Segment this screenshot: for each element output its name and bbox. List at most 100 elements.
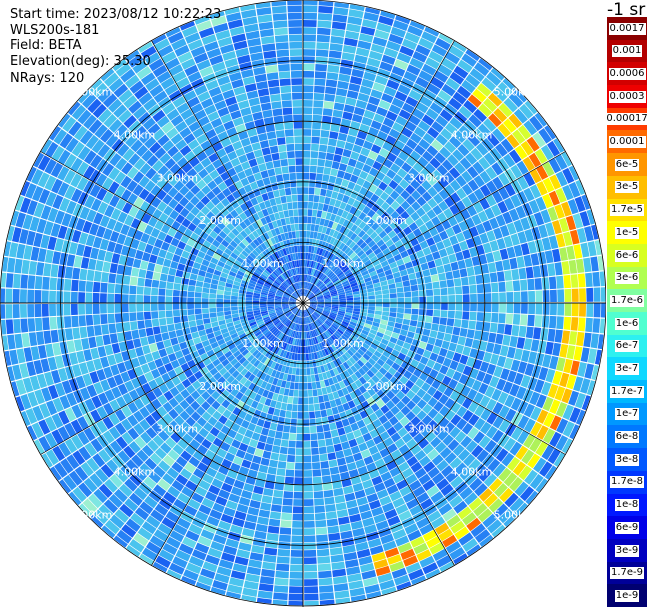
gate-cell bbox=[466, 356, 476, 368]
gate-cell bbox=[192, 380, 202, 390]
gate-cell bbox=[507, 456, 521, 472]
gate-cell bbox=[218, 280, 226, 287]
gate-cell bbox=[230, 209, 239, 219]
gate-cell bbox=[330, 168, 339, 177]
gate-cell bbox=[402, 144, 414, 156]
gate-cell bbox=[266, 72, 279, 81]
gate-cell bbox=[214, 100, 227, 111]
gate-cell bbox=[284, 292, 291, 297]
colorbar-tick-label: 3e-6 bbox=[614, 272, 640, 285]
gate-cell bbox=[184, 190, 195, 201]
gate-cell bbox=[156, 406, 168, 417]
gate-cell bbox=[102, 163, 115, 177]
gate-cell bbox=[154, 147, 167, 159]
gate-cell bbox=[449, 135, 462, 149]
field-text: Field: BETA bbox=[10, 38, 82, 53]
gate-cell bbox=[422, 150, 434, 162]
gate-cell bbox=[576, 331, 585, 347]
gate-cell bbox=[350, 406, 359, 416]
gate-cell bbox=[318, 373, 324, 381]
gate-cell bbox=[570, 360, 580, 376]
gate-cell bbox=[262, 43, 276, 52]
gate-cell bbox=[303, 209, 308, 216]
gate-cell bbox=[72, 327, 81, 340]
gate-cell bbox=[498, 313, 506, 324]
gate-cell bbox=[307, 308, 312, 315]
gate-cell bbox=[339, 201, 347, 210]
gate-cell bbox=[174, 350, 184, 359]
gate-cell bbox=[420, 213, 431, 224]
gate-cell bbox=[377, 572, 393, 584]
gate-cell bbox=[361, 116, 373, 127]
gate-cell bbox=[276, 277, 283, 284]
gate-cell bbox=[176, 77, 190, 89]
gate-cell bbox=[305, 353, 309, 361]
gate-cell bbox=[267, 359, 274, 368]
gate-cell bbox=[238, 299, 245, 303]
gate-cell bbox=[267, 304, 275, 307]
gate-cell bbox=[462, 311, 470, 320]
gate-cell bbox=[475, 244, 485, 256]
gate-cell bbox=[556, 275, 564, 289]
gate-cell bbox=[318, 570, 332, 579]
gate-cell bbox=[422, 443, 434, 455]
gate-cell bbox=[152, 109, 166, 123]
gate-cell bbox=[511, 325, 520, 337]
gate-cell bbox=[210, 317, 218, 323]
gate-cell bbox=[329, 361, 336, 369]
gate-cell bbox=[213, 534, 227, 545]
gate-cell bbox=[340, 530, 353, 540]
gate-cell bbox=[329, 288, 337, 293]
gate-cell bbox=[65, 137, 79, 153]
gate-cell bbox=[36, 373, 48, 389]
gate-cell bbox=[310, 303, 317, 305]
gate-cell bbox=[309, 418, 316, 426]
gate-cell bbox=[359, 289, 367, 294]
gate-cell bbox=[308, 397, 314, 404]
gate-cell bbox=[235, 206, 244, 215]
gate-cell bbox=[445, 245, 455, 256]
gate-cell bbox=[196, 20, 212, 32]
gate-cell bbox=[465, 440, 478, 453]
gate-cell bbox=[371, 203, 380, 213]
gate-cell bbox=[262, 561, 276, 570]
gate-cell bbox=[107, 354, 117, 366]
gate-cell bbox=[398, 461, 410, 473]
gate-cell bbox=[510, 233, 520, 246]
gate-cell bbox=[259, 576, 275, 585]
gate-cell bbox=[328, 532, 341, 541]
gate-cell bbox=[300, 317, 303, 325]
gate-cell bbox=[234, 416, 244, 426]
gate-cell bbox=[225, 260, 234, 267]
gate-cell bbox=[331, 297, 339, 300]
gate-cell bbox=[322, 204, 329, 212]
gate-cell bbox=[533, 457, 547, 473]
gate-cell bbox=[291, 528, 303, 536]
gate-cell bbox=[355, 260, 364, 268]
gate-cell bbox=[172, 70, 187, 83]
gate-cell bbox=[181, 321, 190, 329]
gate-cell bbox=[303, 528, 316, 536]
gate-cell bbox=[355, 193, 365, 202]
gate-cell bbox=[319, 334, 325, 342]
gate-cell bbox=[250, 277, 258, 283]
gate-cell bbox=[330, 263, 337, 271]
gate-cell bbox=[587, 241, 597, 257]
gate-cell bbox=[516, 160, 529, 175]
gate-cell bbox=[324, 321, 331, 327]
gate-cell bbox=[175, 474, 189, 486]
gate-cell bbox=[506, 292, 514, 303]
gate-cell bbox=[235, 47, 250, 58]
gate-cell bbox=[239, 376, 248, 385]
gate-cell bbox=[277, 394, 284, 402]
gate-cell bbox=[468, 497, 483, 511]
gate-cell bbox=[323, 277, 330, 284]
gate-cell bbox=[56, 304, 64, 316]
gate-cell bbox=[231, 310, 239, 315]
gate-cell bbox=[266, 206, 274, 215]
gate-cell bbox=[554, 204, 565, 219]
gate-cell bbox=[253, 66, 266, 76]
gate-cell bbox=[412, 162, 424, 173]
gate-cell bbox=[316, 541, 329, 550]
gate-cell bbox=[187, 297, 194, 303]
